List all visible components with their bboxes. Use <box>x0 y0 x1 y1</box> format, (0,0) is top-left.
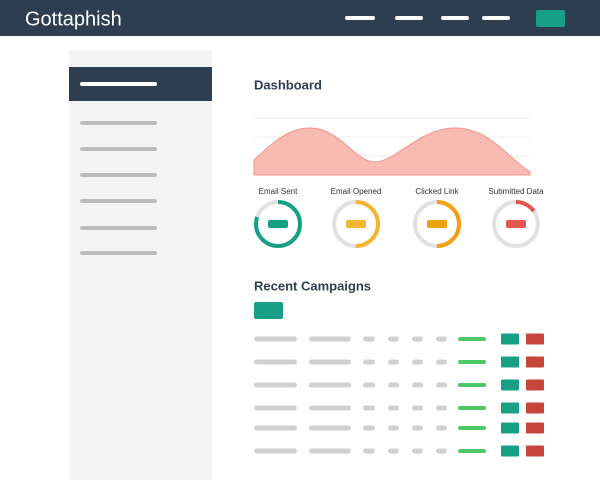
status-bar <box>458 426 486 430</box>
gauge-arc <box>332 200 380 248</box>
view-button[interactable] <box>501 379 519 391</box>
gauge-arc <box>413 200 461 248</box>
cell-placeholder <box>412 382 423 388</box>
cell-placeholder <box>363 405 375 411</box>
cell-placeholder <box>388 359 399 365</box>
cell-placeholder <box>309 405 351 411</box>
nav-link[interactable] <box>395 16 423 20</box>
nav-link[interactable] <box>345 16 375 20</box>
cell-placeholder <box>436 425 447 431</box>
cell-placeholder <box>254 405 297 411</box>
cell-placeholder <box>436 405 447 411</box>
status-bar <box>458 337 486 341</box>
cell-placeholder <box>412 405 423 411</box>
sidebar-item[interactable] <box>80 199 157 203</box>
cell-placeholder <box>309 359 351 365</box>
view-button[interactable] <box>501 402 519 414</box>
cell-placeholder <box>388 382 399 388</box>
cell-placeholder <box>412 425 423 431</box>
delete-button[interactable] <box>526 422 544 434</box>
cell-placeholder <box>412 336 423 342</box>
cell-placeholder <box>388 448 399 454</box>
cell-placeholder <box>436 336 447 342</box>
cell-placeholder <box>363 425 375 431</box>
sidebar-items <box>80 121 157 255</box>
status-bar <box>458 383 486 387</box>
status-bar <box>458 449 486 453</box>
cell-placeholder <box>309 425 351 431</box>
view-button[interactable] <box>501 356 519 368</box>
cell-placeholder <box>363 448 375 454</box>
gauge-arc <box>254 200 302 248</box>
section-title: Recent Campaigns <box>254 278 371 293</box>
view-button[interactable] <box>501 445 519 457</box>
cell-placeholder <box>412 448 423 454</box>
cell-placeholder <box>254 425 297 431</box>
nav-link[interactable] <box>482 16 510 20</box>
cell-placeholder <box>436 359 447 365</box>
cell-placeholder <box>254 448 297 454</box>
section-title: Dashboard <box>254 77 322 92</box>
cell-placeholder <box>254 359 297 365</box>
cell-placeholder <box>309 336 351 342</box>
campaign-table <box>254 333 544 457</box>
status-bar <box>458 360 486 364</box>
gauge-badge <box>346 220 366 228</box>
cell-placeholder <box>363 382 375 388</box>
status-bar <box>458 406 486 410</box>
gauge-arc <box>492 200 540 248</box>
delete-button[interactable] <box>526 379 544 391</box>
gauge-badge <box>506 220 526 228</box>
delete-button[interactable] <box>526 445 544 457</box>
sidebar-label <box>80 82 157 86</box>
brand[interactable]: Gottaphish <box>25 8 122 30</box>
cell-placeholder <box>388 425 399 431</box>
cell-placeholder <box>436 382 447 388</box>
stat-label: Submitted Data <box>488 187 544 196</box>
sidebar-item[interactable] <box>80 251 157 255</box>
cell-placeholder <box>412 359 423 365</box>
view-button[interactable] <box>501 333 519 345</box>
sidebar-item[interactable] <box>80 173 157 177</box>
cell-placeholder <box>436 448 447 454</box>
delete-button[interactable] <box>526 402 544 414</box>
stats: Email Sent Email Opened Clicked Link Submit… <box>254 187 544 248</box>
sidebar <box>69 50 212 480</box>
sidebar-item[interactable] <box>80 121 157 125</box>
stat-label: Email Sent <box>259 187 298 196</box>
cell-placeholder <box>254 382 297 388</box>
sidebar-item[interactable] <box>80 226 157 230</box>
cell-placeholder <box>388 336 399 342</box>
new-campaign-button[interactable] <box>254 302 283 319</box>
nav-button[interactable] <box>536 10 565 27</box>
delete-button[interactable] <box>526 356 544 368</box>
cell-placeholder <box>363 336 375 342</box>
cell-placeholder <box>309 382 351 388</box>
nav-link[interactable] <box>441 16 469 20</box>
cell-placeholder <box>388 405 399 411</box>
cell-placeholder <box>254 336 297 342</box>
gauge-badge <box>268 220 288 228</box>
cell-placeholder <box>309 448 351 454</box>
delete-button[interactable] <box>526 333 544 345</box>
nav-links <box>345 16 510 20</box>
area-chart <box>253 127 531 176</box>
gauge-badge <box>427 220 447 228</box>
view-button[interactable] <box>501 422 519 434</box>
stat-label: Email Opened <box>331 187 382 196</box>
sidebar-item[interactable] <box>80 147 157 151</box>
cell-placeholder <box>363 359 375 365</box>
stat-label: Clicked Link <box>415 187 459 196</box>
